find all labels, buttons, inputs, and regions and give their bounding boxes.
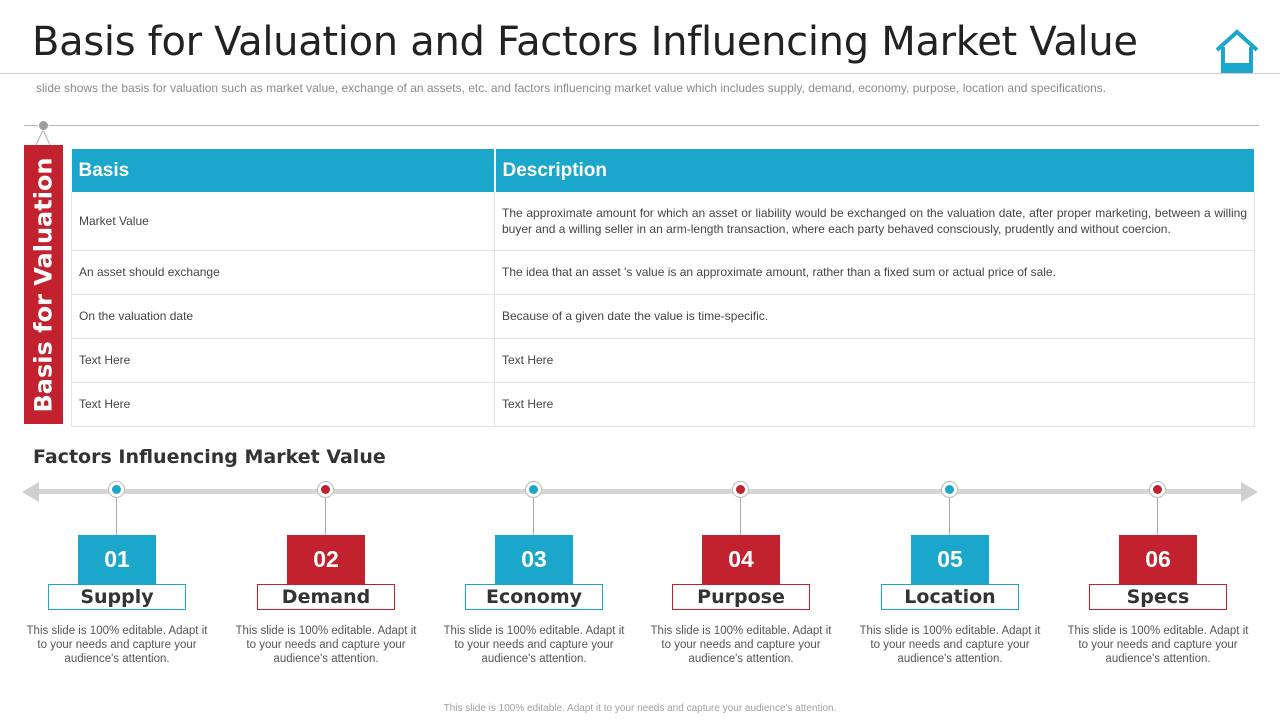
table-row: Text Here Text Here	[71, 382, 1255, 427]
timeline-marker-icon	[108, 481, 125, 498]
table-cell-basis: An asset should exchange	[71, 250, 495, 295]
table-cell-description: The idea that an asset 's value is an ap…	[494, 250, 1255, 295]
factor-number: 05	[911, 535, 989, 584]
table-cell-basis: Text Here	[71, 338, 495, 383]
factor-number: 02	[287, 535, 365, 584]
factor-label: Economy	[465, 584, 603, 610]
board-rule	[24, 125, 1259, 126]
table-cell-description: Text Here	[494, 338, 1255, 383]
factor-label: Location	[881, 584, 1019, 610]
factor-label: Supply	[48, 584, 186, 610]
factor-description: This slide is 100% editable. Adapt it to…	[235, 625, 417, 665]
timeline-marker-icon	[317, 481, 334, 498]
factors-heading: Factors Influencing Market Value	[33, 446, 386, 468]
table-row: On the valuation date Because of a given…	[71, 294, 1255, 339]
column-header-basis: Basis	[71, 149, 496, 192]
footer-note: This slide is 100% editable. Adapt it to…	[443, 703, 837, 714]
title-divider	[0, 73, 1280, 74]
factor-description: This slide is 100% editable. Adapt it to…	[650, 625, 832, 665]
connector-line	[116, 498, 117, 535]
factor-description: This slide is 100% editable. Adapt it to…	[859, 625, 1041, 665]
timeline-marker-icon	[941, 481, 958, 498]
page-title: Basis for Valuation and Factors Influenc…	[32, 19, 1138, 65]
factor-number: 04	[702, 535, 780, 584]
connector-line	[740, 498, 741, 535]
factor-description: This slide is 100% editable. Adapt it to…	[443, 625, 625, 665]
timeline-marker-icon	[1149, 481, 1166, 498]
factor-label: Purpose	[672, 584, 810, 610]
factor-number: 01	[78, 535, 156, 584]
home-icon	[1215, 29, 1259, 73]
connector-line	[1157, 498, 1158, 535]
factor-label: Demand	[257, 584, 395, 610]
arrow-left-icon	[22, 482, 39, 502]
pin-string	[42, 128, 51, 146]
valuation-table: Basis Description Market Value The appro…	[71, 149, 1256, 427]
side-label: Basis for Valuation	[24, 145, 63, 424]
table-cell-basis: On the valuation date	[71, 294, 495, 339]
timeline-marker-icon	[732, 481, 749, 498]
factor-description: This slide is 100% editable. Adapt it to…	[26, 625, 208, 665]
table-cell-description: The approximate amount for which an asse…	[494, 192, 1255, 251]
connector-line	[533, 498, 534, 535]
table-cell-basis: Market Value	[71, 192, 495, 251]
factor-number: 03	[495, 535, 573, 584]
factor-description: This slide is 100% editable. Adapt it to…	[1067, 625, 1249, 665]
timeline-track	[36, 489, 1242, 494]
table-cell-description: Because of a given date the value is tim…	[494, 294, 1255, 339]
pin-string	[35, 128, 44, 146]
factor-number: 06	[1119, 535, 1197, 584]
connector-line	[949, 498, 950, 535]
table-row: Market Value The approximate amount for …	[71, 192, 1255, 251]
table-row: An asset should exchange The idea that a…	[71, 250, 1255, 295]
table-cell-description: Text Here	[494, 382, 1255, 427]
side-label-text: Basis for Valuation	[29, 157, 58, 412]
table-header-row: Basis Description	[71, 149, 1256, 192]
table-cell-basis: Text Here	[71, 382, 495, 427]
timeline-marker-icon	[525, 481, 542, 498]
arrow-right-icon	[1241, 482, 1258, 502]
factor-label: Specs	[1089, 584, 1227, 610]
pin-icon	[38, 120, 49, 131]
column-header-description: Description	[494, 149, 1256, 192]
table-row: Text Here Text Here	[71, 338, 1255, 383]
subtitle: slide shows the basis for valuation such…	[36, 81, 1107, 95]
connector-line	[325, 498, 326, 535]
